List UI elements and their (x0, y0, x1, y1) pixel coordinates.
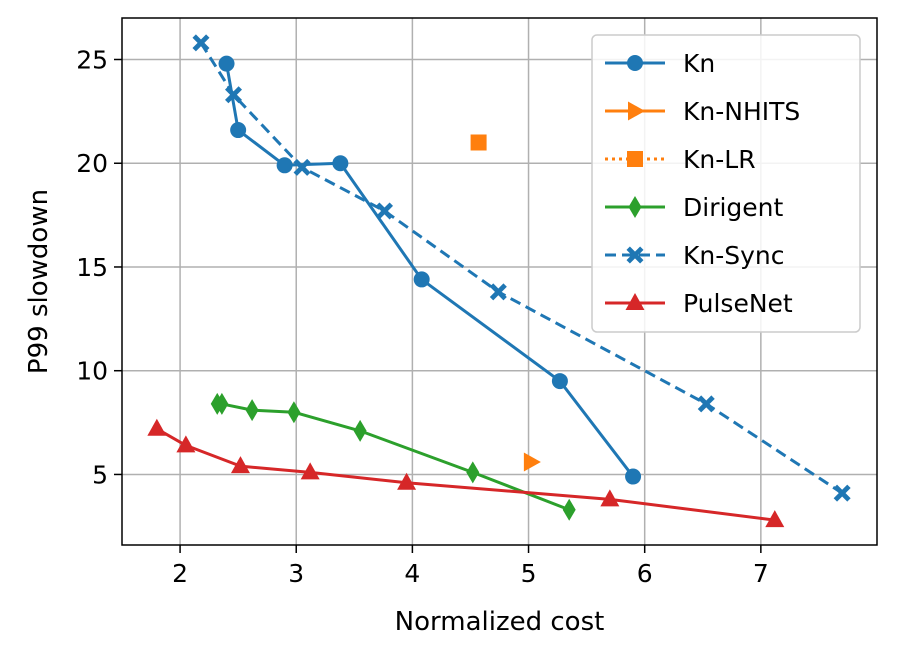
legend-label: Dirigent (683, 193, 784, 222)
series-dirigent (210, 392, 576, 521)
legend-label: Kn (683, 49, 715, 78)
data-point-kn-lr (470, 134, 487, 151)
data-point-kn (276, 157, 293, 174)
data-point-pulsenet (765, 510, 785, 528)
plot-frame (121, 17, 878, 546)
x-axis-title: Normalized cost (395, 607, 605, 637)
x-tick-label: 4 (404, 559, 420, 588)
data-point-kn-sync (293, 158, 311, 176)
data-point-pulsenet (147, 418, 167, 436)
data-point-kn-sync (225, 86, 243, 104)
legend-item-pulsenet: PulseNet (605, 289, 793, 318)
series-kn-nhits (523, 452, 541, 472)
x-tick-label: 5 (521, 559, 537, 588)
data-point-kn-nhits (523, 452, 541, 472)
data-point-pulsenet (300, 462, 320, 480)
series-kn-sync (192, 34, 851, 502)
legend-marker (626, 246, 644, 264)
data-point-kn (413, 271, 430, 288)
legend-marker (625, 293, 645, 310)
series-pulsenet (147, 418, 785, 528)
data-point-dirigent (466, 461, 480, 484)
data-point-pulsenet (176, 435, 196, 453)
data-point-dirigent (287, 401, 301, 424)
data-point-dirigent (562, 498, 576, 521)
legend-item-kn: Kn (605, 49, 715, 78)
series-kn-lr (470, 134, 487, 151)
x-tick-label: 3 (288, 559, 304, 588)
data-point-pulsenet (397, 472, 417, 490)
data-point-kn-sync (833, 484, 851, 502)
x-tick-label: 7 (753, 559, 769, 588)
data-point-kn (551, 373, 568, 390)
x-tick-label: 6 (637, 559, 653, 588)
data-point-dirigent (245, 399, 259, 422)
legend-label: Kn-Sync (683, 241, 785, 270)
legend-item-kn-nhits: Kn-NHITS (605, 97, 800, 126)
legend-marker (628, 196, 642, 218)
y-tick-label: 15 (76, 253, 108, 282)
series-line-dirigent (217, 402, 570, 512)
data-point-pulsenet (230, 456, 250, 474)
data-point-dirigent (215, 392, 229, 415)
legend-label: Kn-LR (683, 145, 756, 174)
series-line-kn (225, 63, 635, 478)
legend-marker (628, 101, 645, 121)
legend-label: Kn-NHITS (683, 97, 800, 126)
y-axis-title: P99 slowdown (24, 189, 54, 374)
legend-item-dirigent: Dirigent (605, 193, 784, 222)
y-tick-label: 10 (76, 357, 108, 386)
legend: Kn Kn-NHITS Kn-LR Dirigent Kn-Sync PulseNet (591, 34, 861, 333)
legend-box (591, 34, 861, 333)
data-point-kn-sync (489, 283, 507, 301)
y-tick-label: 5 (92, 460, 108, 489)
data-point-kn (218, 55, 235, 72)
data-point-kn (332, 155, 349, 172)
data-point-dirigent (353, 419, 367, 442)
axis-ticks: 2 3 4 5 6 7 5 10 15 20 25 (76, 45, 769, 588)
series-layer (147, 34, 851, 528)
series-kn (218, 55, 642, 485)
data-point-kn (625, 468, 642, 485)
data-point-kn-sync (697, 395, 715, 413)
data-point-kn-sync (376, 202, 394, 220)
y-tick-label: 20 (76, 149, 108, 178)
legend-label: PulseNet (683, 289, 793, 318)
data-point-pulsenet (600, 489, 620, 507)
data-point-kn-sync (192, 34, 210, 52)
data-point-kn (230, 122, 247, 139)
legend-marker (627, 151, 643, 167)
x-tick-label: 2 (172, 559, 188, 588)
legend-item-kn-lr: Kn-LR (605, 145, 756, 174)
y-tick-label: 25 (76, 45, 108, 74)
legend-item-kn-sync: Kn-Sync (605, 241, 785, 270)
legend-marker (627, 55, 643, 71)
